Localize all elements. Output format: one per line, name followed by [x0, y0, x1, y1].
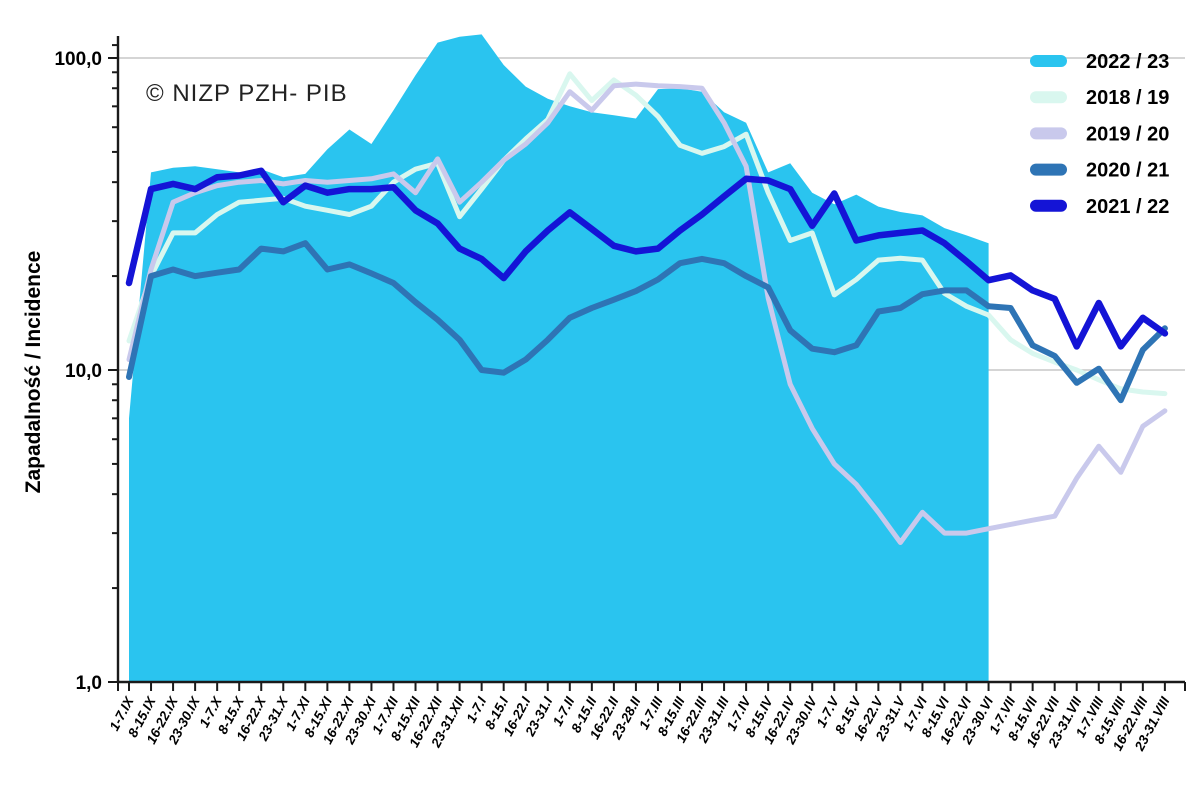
- y-axis-title: Zapadalność / Incidence: [22, 250, 45, 494]
- legend-item-2021-22: 2021 / 22: [1030, 196, 1169, 218]
- y-tick-label-10: 10,0: [65, 361, 102, 382]
- series-line2021-22: [125, 167, 1169, 350]
- legend-item-2018-19: 2018 / 19: [1030, 87, 1169, 109]
- legend-label-4: 2020 / 21: [1086, 160, 1169, 182]
- legend-label-3: 2019 / 20: [1086, 123, 1169, 145]
- y-tick-label-1: 1,0: [76, 673, 102, 694]
- legend-swatch-5: [1030, 199, 1067, 212]
- series-line2018-19: [126, 71, 1168, 397]
- legend-item-2022-23: 2022 / 23: [1030, 51, 1169, 73]
- series-area2022-23: [129, 34, 989, 682]
- legend-label-2: 2018 / 19: [1086, 87, 1169, 109]
- copyright-watermark: © NIZP PZH- PIB: [146, 80, 348, 107]
- legend-swatch-2: [1030, 91, 1067, 104]
- y-tick-label-100: 100,0: [54, 49, 102, 70]
- series-line2019-20: [126, 81, 1168, 545]
- legend-label-5: 2021 / 22: [1086, 196, 1169, 218]
- legend-swatch-3: [1030, 127, 1067, 140]
- legend-item-2020-21: 2020 / 21: [1030, 160, 1169, 182]
- legend-swatch-1: [1030, 55, 1067, 67]
- legend-item-2019-20: 2019 / 20: [1030, 123, 1169, 145]
- legend-swatch-4: [1030, 163, 1067, 176]
- series-line2020-21: [126, 240, 1168, 404]
- legend-label-1: 2022 / 23: [1086, 51, 1169, 73]
